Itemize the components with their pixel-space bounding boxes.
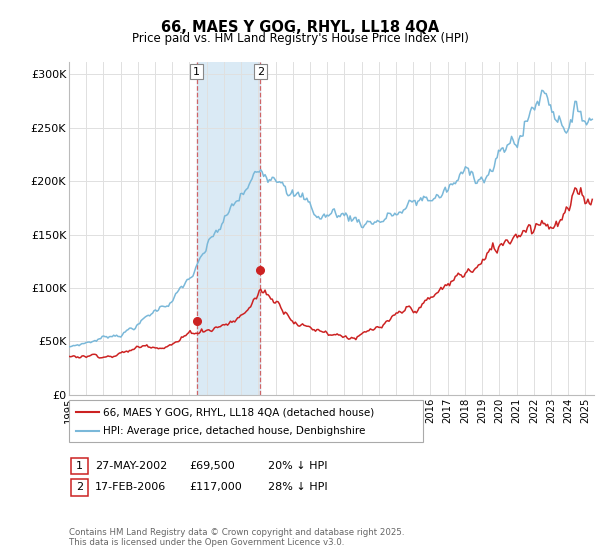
Text: 27-MAY-2002: 27-MAY-2002	[95, 461, 167, 471]
Text: HPI: Average price, detached house, Denbighshire: HPI: Average price, detached house, Denb…	[103, 426, 365, 436]
Text: 2: 2	[76, 482, 83, 492]
Text: 66, MAES Y GOG, RHYL, LL18 4QA (detached house): 66, MAES Y GOG, RHYL, LL18 4QA (detached…	[103, 407, 374, 417]
Text: 66, MAES Y GOG, RHYL, LL18 4QA: 66, MAES Y GOG, RHYL, LL18 4QA	[161, 20, 439, 35]
Text: 20% ↓ HPI: 20% ↓ HPI	[268, 461, 327, 471]
Text: 28% ↓ HPI: 28% ↓ HPI	[268, 482, 327, 492]
Text: £117,000: £117,000	[190, 482, 242, 492]
Text: 1: 1	[193, 67, 200, 77]
Text: £69,500: £69,500	[190, 461, 235, 471]
Text: Contains HM Land Registry data © Crown copyright and database right 2025.
This d: Contains HM Land Registry data © Crown c…	[69, 528, 404, 547]
Text: Price paid vs. HM Land Registry's House Price Index (HPI): Price paid vs. HM Land Registry's House …	[131, 32, 469, 45]
Bar	[197, 62, 260, 395]
Text: 1: 1	[76, 461, 83, 471]
Text: 2: 2	[257, 67, 264, 77]
Text: 17-FEB-2006: 17-FEB-2006	[95, 482, 166, 492]
